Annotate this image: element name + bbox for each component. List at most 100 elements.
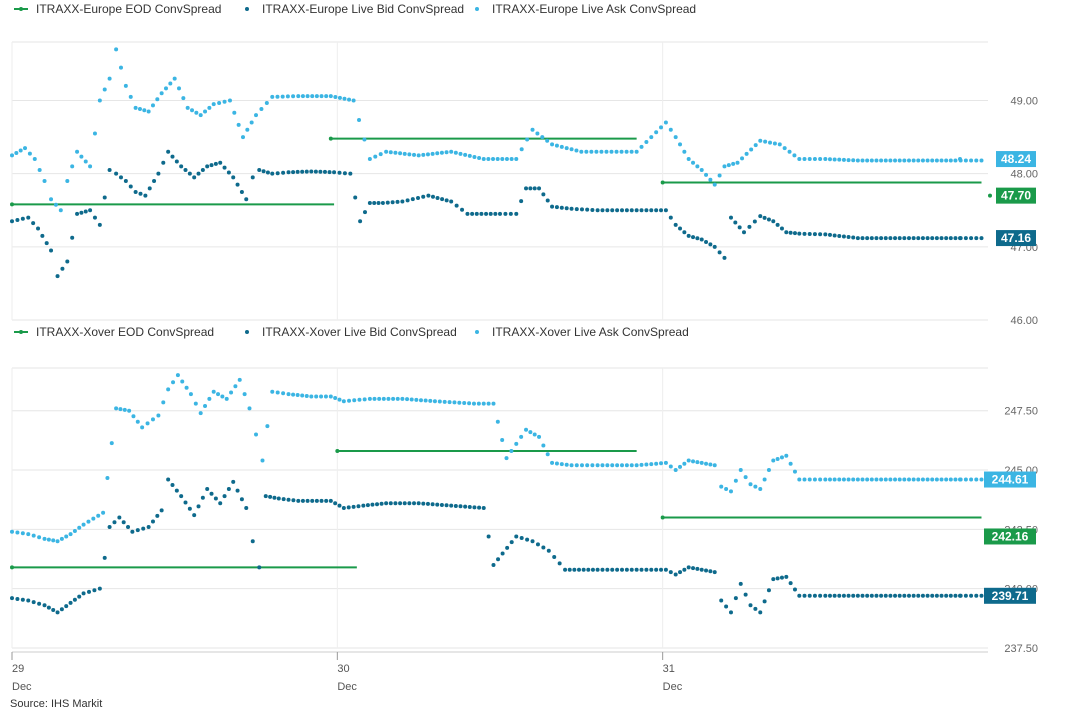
data-point	[305, 498, 310, 503]
data-point	[678, 142, 683, 147]
data-point	[668, 215, 673, 220]
data-point	[673, 468, 678, 473]
data-point	[97, 222, 102, 227]
data-point	[226, 170, 231, 175]
data-point	[187, 171, 192, 176]
data-point	[738, 468, 743, 473]
data-point	[537, 434, 542, 439]
data-point	[585, 463, 590, 468]
data-point	[883, 236, 888, 241]
data-point	[590, 463, 595, 468]
data-point	[200, 495, 205, 500]
data-point	[481, 157, 486, 162]
data-point	[46, 537, 51, 542]
data-point	[402, 501, 407, 506]
data-point	[749, 147, 754, 152]
data-point	[525, 537, 530, 542]
data-point	[792, 469, 797, 474]
data-point	[500, 551, 505, 556]
data-point	[435, 151, 440, 156]
data-point	[595, 208, 600, 213]
data-point	[486, 534, 491, 539]
data-point	[574, 463, 579, 468]
data-point	[140, 425, 145, 430]
data-point	[309, 394, 314, 399]
data-point	[296, 94, 301, 99]
y-tick-label: 46.00	[1010, 315, 1038, 327]
data-point	[639, 462, 644, 467]
data-point	[620, 463, 624, 468]
data-point	[314, 94, 319, 99]
data-point	[268, 494, 273, 499]
data-point	[425, 501, 430, 506]
data-point	[444, 198, 449, 203]
data-point	[247, 406, 252, 411]
data-point	[77, 525, 82, 530]
data-point	[726, 163, 731, 168]
data-point	[925, 236, 930, 241]
data-point	[659, 125, 664, 130]
data-point	[244, 506, 249, 510]
data-point	[663, 120, 668, 125]
data-point	[564, 462, 569, 467]
data-point	[328, 94, 333, 99]
eod-line-point	[660, 515, 665, 520]
data-point	[948, 477, 953, 482]
data-point	[823, 593, 828, 598]
data-point	[423, 398, 428, 403]
data-point	[395, 199, 400, 204]
data-point	[897, 477, 902, 482]
data-point	[112, 520, 117, 525]
data-point	[155, 97, 160, 102]
data-point	[174, 488, 179, 493]
data-point	[498, 211, 502, 216]
data-point	[488, 211, 493, 216]
data-point	[519, 199, 524, 204]
data-point	[254, 113, 258, 118]
data-point	[101, 510, 106, 515]
data-point	[500, 157, 505, 162]
data-point	[114, 171, 119, 176]
last-point	[958, 593, 962, 598]
data-point	[166, 387, 171, 392]
data-point	[356, 504, 361, 509]
data-point	[691, 160, 696, 165]
data-point	[579, 207, 584, 212]
data-point	[554, 461, 559, 466]
data-point	[948, 593, 953, 598]
data-point	[779, 226, 784, 231]
data-point	[639, 567, 644, 572]
data-point	[797, 157, 802, 162]
data-point	[432, 399, 437, 404]
data-point	[200, 168, 205, 173]
data-point	[465, 211, 470, 216]
data-point	[353, 195, 358, 200]
data-point	[953, 236, 958, 241]
data-point	[236, 122, 241, 127]
data-point	[564, 206, 569, 211]
data-point	[855, 593, 860, 598]
data-point	[771, 577, 776, 582]
data-point	[579, 149, 584, 154]
data-point	[400, 396, 405, 401]
data-point	[328, 394, 333, 399]
data-point	[477, 156, 482, 161]
data-point	[156, 413, 161, 418]
data-point	[170, 483, 175, 488]
data-point	[948, 236, 953, 241]
data-point	[686, 565, 691, 570]
data-point	[232, 110, 237, 115]
data-point	[437, 399, 442, 404]
data-point	[893, 236, 898, 241]
data-point	[712, 182, 717, 187]
data-point	[291, 170, 296, 175]
data-point	[855, 477, 860, 482]
data-point	[974, 477, 979, 482]
data-point	[32, 157, 37, 162]
data-point	[584, 149, 589, 154]
data-point	[673, 222, 678, 227]
data-point	[902, 477, 907, 482]
data-point	[242, 392, 247, 397]
data-point	[285, 94, 290, 99]
data-point	[172, 76, 177, 81]
